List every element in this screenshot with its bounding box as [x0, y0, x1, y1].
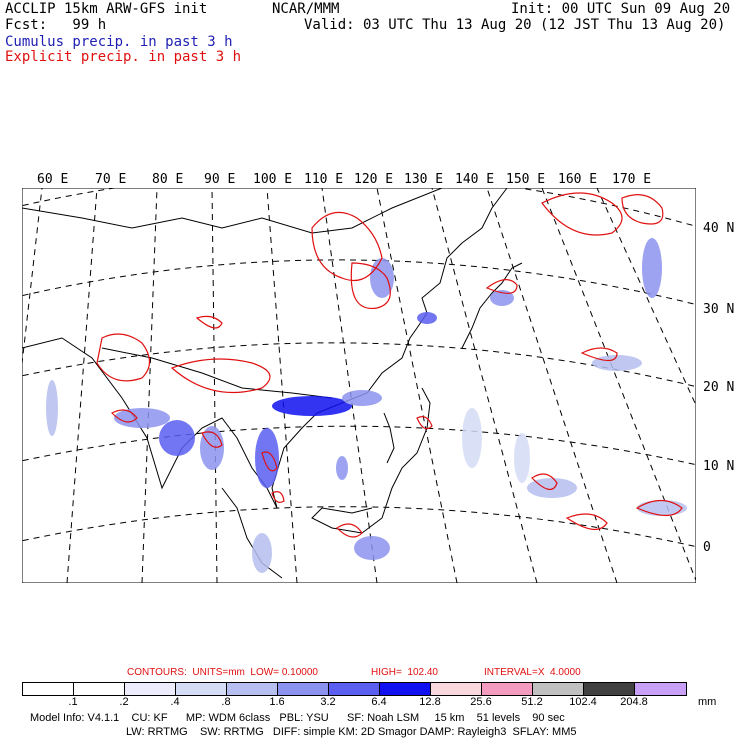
lon-label-70e: 70 E — [95, 172, 127, 187]
explicit-precip-contours — [96, 192, 683, 538]
cumulus-precip-areas — [46, 238, 687, 573]
colorbar-swatch — [380, 683, 431, 695]
center-label: NCAR/MMM — [272, 1, 340, 17]
cumulus-legend: Cumulus precip. in past 3 h — [5, 34, 233, 50]
valid-time: Valid: 03 UTC Thu 13 Aug 20 (12 JST Thu … — [304, 17, 726, 33]
forecast-hour: Fcst: 99 h — [5, 17, 107, 33]
lat-label-40n: 40 N — [703, 221, 735, 236]
lat-label-10n: 10 N — [703, 459, 735, 474]
colorbar-tick-label: 3.2 — [320, 696, 336, 708]
colorbar-swatch — [635, 683, 686, 695]
coastlines — [22, 188, 523, 579]
lat-label-20n: 20 N — [703, 380, 735, 395]
colorbar-swatch — [482, 683, 533, 695]
plot-title: ACCLIP 15km ARW-GFS init — [5, 1, 208, 17]
lon-label-130e: 130 E — [404, 172, 444, 187]
model-info-line1: Model Info: V4.1.1 CU: KF MP: WDM 6class… — [30, 712, 565, 724]
colorbar-swatch — [125, 683, 176, 695]
lon-label-150e: 150 E — [506, 172, 546, 187]
colorbar-tick-label: .2 — [119, 696, 129, 708]
colorbar-swatch — [74, 683, 125, 695]
precip-map — [22, 188, 696, 583]
colorbar-tick-label: 51.2 — [521, 696, 543, 708]
lon-label-90e: 90 E — [204, 172, 236, 187]
model-info-line2: LW: RRTMG SW: RRTMG DIFF: simple KM: 2D … — [126, 726, 577, 738]
init-time: Init: 00 UTC Sun 09 Aug 20 — [511, 1, 731, 17]
lon-label-170e: 170 E — [612, 172, 652, 187]
colorbar-swatch — [176, 683, 227, 695]
colorbar-swatch — [227, 683, 278, 695]
lon-label-140e: 140 E — [455, 172, 495, 187]
colorbar-swatch — [278, 683, 329, 695]
precip-colorbar — [22, 682, 687, 696]
colorbar-tick-label: 1.6 — [269, 696, 285, 708]
contours-high: HIGH= 102.40 — [371, 667, 438, 678]
lon-label-110e: 110 E — [304, 172, 344, 187]
lon-label-160e: 160 E — [558, 172, 598, 187]
colorbar-tick-label: 25.6 — [470, 696, 492, 708]
colorbar-tick-label: .1 — [68, 696, 78, 708]
colorbar-tick-label: 6.4 — [371, 696, 387, 708]
colorbar-swatch — [584, 683, 635, 695]
colorbar-swatch — [533, 683, 584, 695]
colorbar-tick-label: 204.8 — [620, 696, 648, 708]
contours-label: CONTOURS: UNITS=mm LOW= 0.10000 — [127, 667, 318, 678]
explicit-legend: Explicit precip. in past 3 h — [5, 49, 242, 65]
colorbar-tick-label: 12.8 — [419, 696, 441, 708]
colorbar-tick-label: .4 — [170, 696, 180, 708]
colorbar-swatch — [329, 683, 380, 695]
lon-label-100e: 100 E — [253, 172, 293, 187]
colorbar-tick-label: .8 — [221, 696, 231, 708]
contours-interval: INTERVAL=X 4.0000 — [484, 667, 581, 678]
lon-label-120e: 120 E — [354, 172, 394, 187]
lat-label-30n: 30 N — [703, 302, 735, 317]
colorbar-swatch — [23, 683, 74, 695]
lon-label-80e: 80 E — [152, 172, 184, 187]
lon-label-60e: 60 E — [37, 172, 69, 187]
colorbar-swatch — [431, 683, 482, 695]
lat-label-0: 0 — [703, 540, 711, 555]
colorbar-unit: mm — [698, 696, 717, 708]
colorbar-tick-label: 102.4 — [569, 696, 597, 708]
